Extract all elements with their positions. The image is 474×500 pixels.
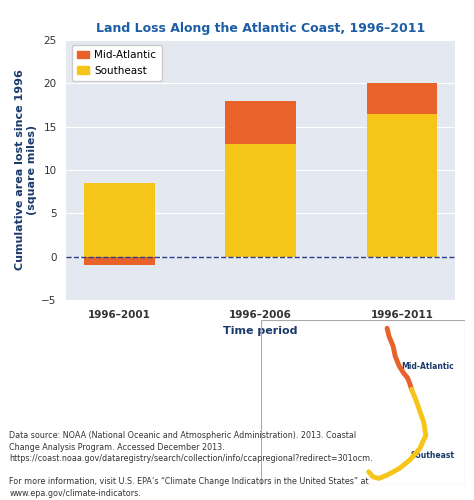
X-axis label: Time period: Time period: [223, 326, 298, 336]
Bar: [367, 84, 438, 114]
Text: Southeast: Southeast: [410, 451, 454, 460]
Bar: [84, 256, 155, 266]
Bar: [225, 144, 296, 256]
Title: Land Loss Along the Atlantic Coast, 1996–2011: Land Loss Along the Atlantic Coast, 1996…: [96, 22, 425, 35]
Bar: [367, 114, 438, 256]
Legend: Mid-Atlantic, Southeast: Mid-Atlantic, Southeast: [72, 45, 162, 81]
Text: Data source: NOAA (National Oceanic and Atmospheric Administration). 2013. Coast: Data source: NOAA (National Oceanic and …: [9, 431, 373, 498]
Y-axis label: Cumulative area lost since 1996
(square miles): Cumulative area lost since 1996 (square …: [16, 70, 37, 270]
Bar: [84, 183, 155, 256]
Text: Mid-Atlantic: Mid-Atlantic: [401, 362, 454, 370]
Bar: [225, 100, 296, 144]
